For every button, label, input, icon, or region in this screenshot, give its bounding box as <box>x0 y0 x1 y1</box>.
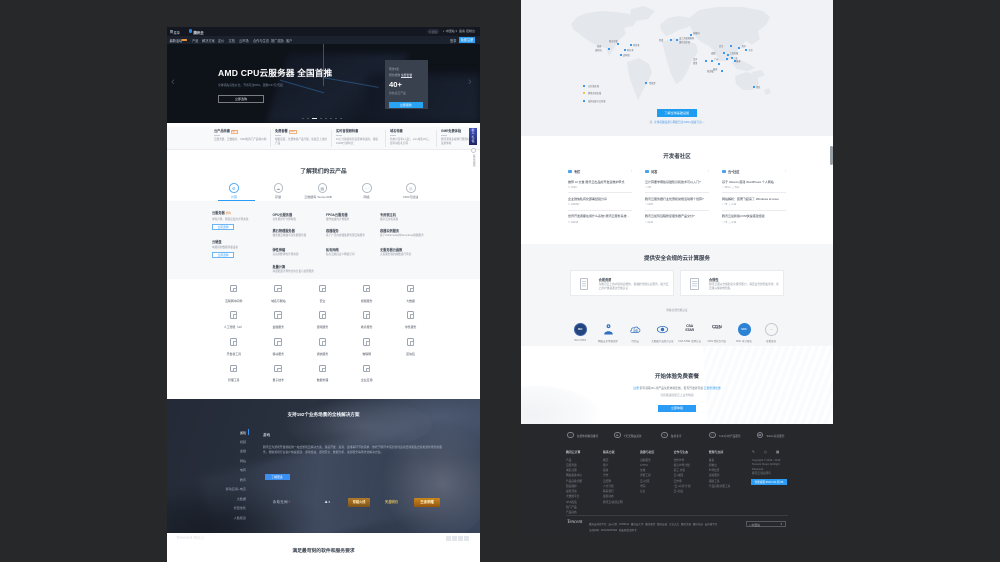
svg-text:可信: 可信 <box>633 328 638 332</box>
